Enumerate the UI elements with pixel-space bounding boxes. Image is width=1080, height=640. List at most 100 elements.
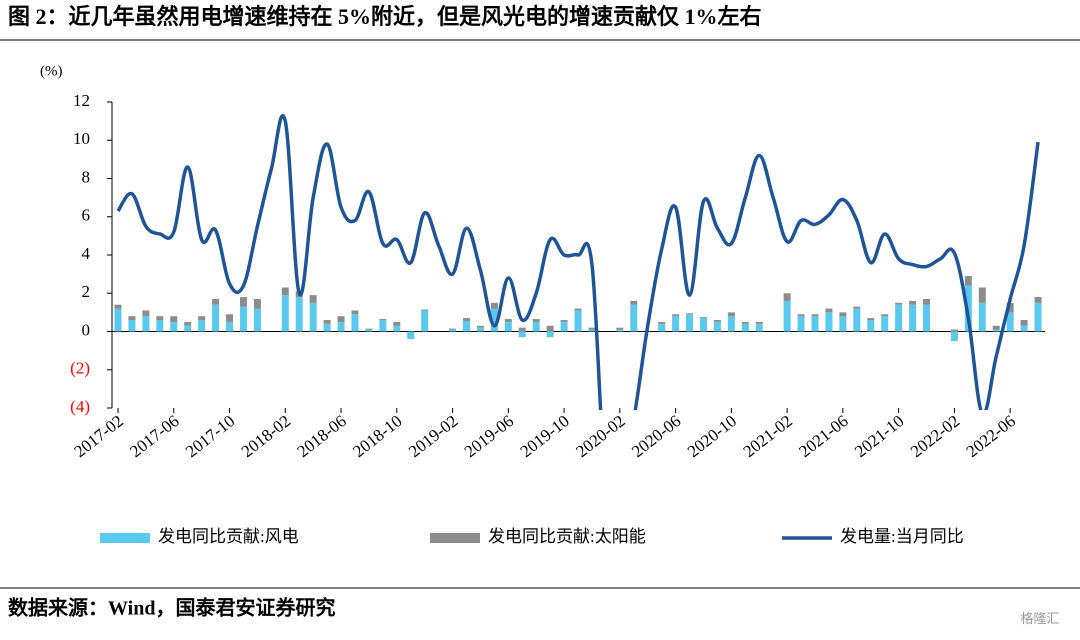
y-tick-label: 4 — [82, 244, 91, 263]
bar — [351, 310, 359, 315]
bar — [783, 300, 791, 332]
bar — [909, 300, 917, 305]
legend-label: 发电量:当月同比 — [840, 527, 964, 546]
x-tick-label: 2017-02 — [71, 411, 127, 461]
bar — [1034, 297, 1042, 303]
bar — [449, 329, 457, 332]
bar — [476, 325, 484, 328]
bar — [128, 320, 136, 332]
legend-swatch — [100, 533, 150, 543]
chart-title: 图 2：近几年虽然用电增速维持在 5%附近，但是风光电的增速贡献仅 1%左右 — [8, 4, 762, 29]
bar — [658, 323, 666, 332]
x-tick-label: 2017-10 — [182, 411, 238, 461]
bar — [616, 327, 624, 330]
bar — [853, 308, 861, 332]
bar — [351, 314, 359, 332]
bar — [909, 304, 917, 332]
bar — [881, 316, 889, 332]
bar — [546, 331, 554, 338]
bar — [672, 314, 680, 317]
line-group — [116, 113, 1040, 410]
bar — [239, 297, 247, 307]
bar — [407, 331, 415, 340]
bar — [839, 316, 847, 332]
bar — [978, 287, 986, 303]
bar — [114, 308, 122, 332]
bar — [156, 316, 164, 321]
bar — [337, 321, 345, 332]
bar — [853, 306, 861, 309]
bar — [449, 328, 457, 330]
bar — [783, 293, 791, 301]
bar — [212, 298, 220, 305]
bar — [170, 321, 178, 332]
bar — [895, 304, 903, 332]
bar — [797, 316, 805, 332]
bar — [142, 310, 150, 317]
bar — [923, 304, 931, 332]
bar — [490, 302, 498, 309]
bar — [1020, 320, 1028, 326]
bar — [114, 304, 122, 309]
bar — [518, 327, 526, 332]
bar — [713, 320, 721, 322]
bar — [1034, 302, 1042, 332]
bar — [825, 312, 833, 332]
bar — [895, 302, 903, 305]
bar — [992, 329, 1000, 332]
bar — [184, 321, 192, 326]
bar — [198, 316, 206, 321]
bar — [323, 323, 331, 332]
bar — [463, 318, 470, 321]
bar — [476, 327, 484, 332]
bar — [574, 308, 582, 311]
bar — [978, 302, 986, 332]
bar — [686, 314, 694, 332]
x-tick-label: 2018-06 — [294, 411, 350, 461]
bar — [1006, 312, 1014, 332]
bar — [867, 320, 875, 332]
bar — [825, 308, 833, 313]
bar — [518, 331, 526, 338]
bar — [226, 314, 234, 322]
bar — [281, 287, 289, 296]
bar — [142, 316, 150, 332]
y-tick-label: 0 — [82, 320, 91, 339]
bar — [560, 320, 568, 322]
bar — [295, 297, 303, 332]
bar — [239, 306, 247, 332]
line — [116, 113, 1040, 410]
y-tick-label: (2) — [70, 359, 90, 378]
legend-swatch — [430, 533, 480, 543]
bar — [992, 325, 1000, 330]
bar — [281, 295, 289, 332]
bar — [741, 321, 749, 324]
x-tick-label: 2022-02 — [907, 411, 963, 461]
bar — [811, 316, 819, 332]
legend-label: 发电同比贡献:风电 — [158, 527, 299, 546]
bar — [950, 331, 958, 342]
x-tick-label: 2019-10 — [517, 411, 573, 461]
bar — [365, 329, 373, 332]
bar — [839, 312, 847, 317]
bar — [588, 327, 596, 330]
bar — [546, 325, 554, 332]
bar — [421, 309, 429, 311]
bar — [337, 316, 345, 322]
bar — [727, 316, 735, 332]
x-tick-label: 2022-06 — [963, 411, 1019, 461]
bar — [658, 321, 666, 324]
bar — [616, 329, 624, 332]
x-tick-label: 2021-10 — [851, 411, 907, 461]
bar — [699, 318, 707, 332]
watermark: 格隆汇 — [1020, 611, 1059, 626]
bar — [713, 321, 721, 332]
x-tick-label: 2019-02 — [405, 411, 461, 461]
bar — [560, 321, 568, 332]
bar — [309, 295, 317, 303]
bar — [463, 320, 470, 332]
bar — [686, 313, 694, 315]
source: 数据来源：Wind，国泰君安证券研究 — [8, 596, 335, 620]
bar — [797, 314, 805, 317]
